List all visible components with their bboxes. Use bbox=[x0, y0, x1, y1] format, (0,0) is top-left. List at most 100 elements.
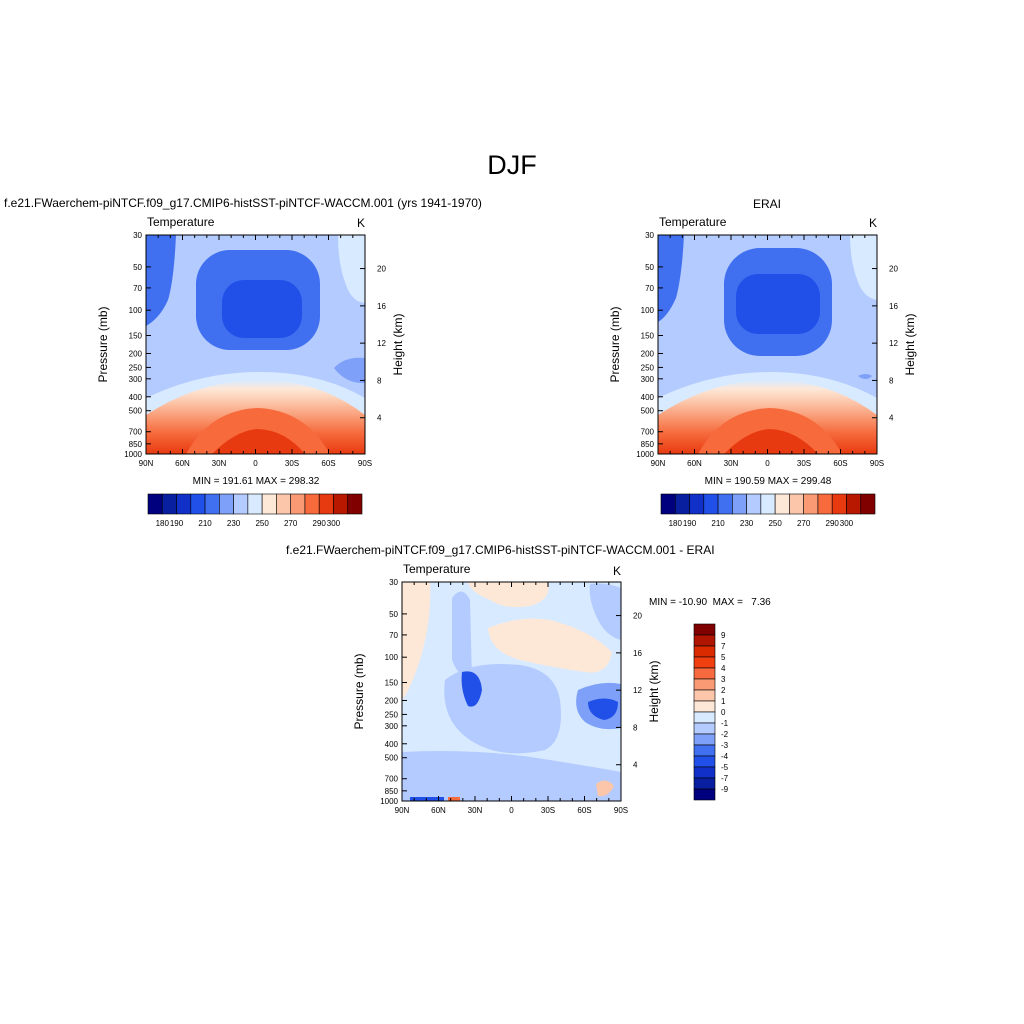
model-y2-tick-label: 12 bbox=[377, 339, 386, 348]
model-y-tick-label: 70 bbox=[133, 284, 142, 293]
colorbar-layer: 180 190 210 230 250 270 290 300 180 190 210 230 250 2… bbox=[147, 493, 876, 801]
diff-cool-near-surface bbox=[402, 751, 621, 801]
diff-colorbar-swatch bbox=[693, 788, 716, 801]
obs-colorbar-swatch bbox=[774, 493, 790, 515]
obs-polar-warm-region bbox=[850, 235, 877, 300]
obs-colorbar-swatch bbox=[660, 493, 676, 515]
model-colorbar-label: 270 bbox=[284, 519, 298, 528]
diff-colorbar-label: -3 bbox=[721, 741, 729, 750]
obs-y2-axis-title: Height (km) bbox=[903, 313, 917, 375]
obs-colorbar-label: 230 bbox=[740, 519, 754, 528]
diff-colorbar-swatch bbox=[693, 700, 716, 713]
diff-colorbar-label: 4 bbox=[721, 664, 726, 673]
obs-colorbar-label: 210 bbox=[711, 519, 725, 528]
model-y-tick-label: 850 bbox=[129, 440, 143, 449]
diff-warm-region-top bbox=[468, 582, 549, 608]
model-colorbar-label: 250 bbox=[255, 519, 269, 528]
obs-colorbar-label: 300 bbox=[840, 519, 854, 528]
obs-y-tick-label: 300 bbox=[641, 375, 655, 384]
obs-y-tick-label: 500 bbox=[641, 407, 655, 416]
obs-colorbar-label: 190 bbox=[683, 519, 697, 528]
diff-colorbar-label: -2 bbox=[721, 730, 729, 739]
diff-y-tick-label: 100 bbox=[385, 653, 399, 662]
obs-axes: 90N 60N 30N 0 30S 60S 90S 30 50 70 100 150 200 250 300… bbox=[608, 231, 917, 468]
model-colorbar-label: 180 bbox=[156, 519, 170, 528]
model-stats-label: MIN = 191.61 MAX = 298.32 bbox=[193, 476, 320, 487]
model-tropopause-cold-inner bbox=[222, 280, 302, 338]
model-hot-core bbox=[212, 429, 305, 454]
diff-colorbar-label: 1 bbox=[721, 697, 726, 706]
diff-colorbar-swatch bbox=[693, 777, 716, 790]
model-colorbar-label: 190 bbox=[170, 519, 184, 528]
model-colorbar-swatch bbox=[290, 493, 306, 515]
model-colorbar-swatch bbox=[347, 493, 363, 515]
diff-cold-spot-east bbox=[588, 698, 618, 720]
model-colorbar-label: 230 bbox=[227, 519, 241, 528]
model-cold-patch bbox=[334, 357, 365, 384]
obs-y-tick-label: 250 bbox=[641, 363, 655, 372]
obs-y-tick-label: 150 bbox=[641, 332, 655, 341]
obs-colorbar-swatch bbox=[732, 493, 747, 515]
diff-y-tick-label: 700 bbox=[385, 775, 399, 784]
obs-x-tick-label: 30S bbox=[797, 459, 811, 468]
model-y2-tick-label: 16 bbox=[377, 302, 386, 311]
diff-colorbar-label: 0 bbox=[721, 708, 726, 717]
diff-axes: 90N 60N 30N 0 30S 60S 90S 30 50 70 100 150 200 250 300… bbox=[352, 578, 661, 815]
diff-colorbar-label: 2 bbox=[721, 686, 726, 695]
obs-y-tick-label: 1000 bbox=[636, 450, 654, 459]
diff-warm-region-center bbox=[488, 618, 612, 673]
model-colorbar-swatch bbox=[276, 493, 291, 515]
model-y-tick-label: 400 bbox=[129, 393, 143, 402]
obs-y-tick-label: 700 bbox=[641, 428, 655, 437]
model-axes: 90N 60N 30N 0 30S 60S 90S 30 50 70 100 150 200 250 300… bbox=[96, 231, 405, 468]
obs-cold-patch bbox=[858, 374, 872, 379]
model-x-tick-label: 60N bbox=[175, 459, 190, 468]
obs-colorbar-label: 250 bbox=[768, 519, 782, 528]
model-y-tick-label: 700 bbox=[129, 428, 143, 437]
diff-units-label: K bbox=[613, 564, 621, 578]
model-y-axis-title: Pressure (mb) bbox=[96, 306, 110, 382]
diff-y-axis-title: Pressure (mb) bbox=[352, 653, 366, 729]
obs-colorbar-swatch bbox=[817, 493, 833, 515]
diff-y-tick-label: 30 bbox=[389, 578, 398, 587]
model-y-tick-label: 200 bbox=[129, 349, 143, 358]
axes-layer: 90N 60N 30N 0 30S 60S 90S305070100150200250300… bbox=[96, 231, 917, 815]
diff-y-tick-label: 300 bbox=[385, 722, 399, 731]
obs-colorbar-label: 270 bbox=[797, 519, 811, 528]
model-colorbar-swatch bbox=[333, 493, 349, 515]
model-colorbar-swatch bbox=[219, 493, 234, 515]
diff-y-tick-label: 50 bbox=[389, 610, 398, 619]
diff-colorbar-swatch bbox=[693, 645, 716, 658]
model-x-tick-label: 30S bbox=[285, 459, 299, 468]
diff-colorbar-swatch bbox=[693, 689, 716, 702]
obs-polar-cold-region bbox=[658, 235, 684, 322]
model-y-tick-label: 1000 bbox=[124, 450, 142, 459]
diff-colorbar-swatch bbox=[693, 766, 716, 779]
diff-contour-field bbox=[402, 582, 621, 801]
diff-cold-spot-center bbox=[461, 671, 482, 707]
obs-y-axis-title: Pressure (mb) bbox=[608, 306, 622, 382]
obs-x-tick-label: 60N bbox=[687, 459, 702, 468]
model-colorbar-swatch bbox=[247, 493, 263, 515]
diff-colorbar-label: 9 bbox=[721, 631, 726, 640]
diff-colorbar-swatch bbox=[693, 667, 716, 680]
diff-y2-tick-label: 20 bbox=[633, 612, 642, 621]
model-colorbar: 180 190 210 230 250 270 290 300 bbox=[147, 493, 363, 528]
diff-y-tick-label: 500 bbox=[385, 754, 399, 763]
model-colorbar-swatch bbox=[304, 493, 320, 515]
model-colorbar-swatch bbox=[176, 493, 192, 515]
model-polar-warm-region bbox=[338, 235, 365, 303]
obs-colorbar-swatch bbox=[674, 493, 690, 515]
obs-colorbar-swatch bbox=[846, 493, 862, 515]
model-y-tick-label: 50 bbox=[133, 263, 142, 272]
model-x-tick-label: 90S bbox=[358, 459, 372, 468]
diff-colorbar-label: 5 bbox=[721, 653, 726, 662]
obs-x-tick-label: 60S bbox=[833, 459, 847, 468]
obs-colorbar-swatch bbox=[789, 493, 804, 515]
obs-colorbar-swatch bbox=[803, 493, 819, 515]
model-colorbar-swatch bbox=[204, 493, 220, 515]
model-y2-tick-label: 8 bbox=[377, 376, 382, 385]
obs-colorbar-swatch bbox=[717, 493, 733, 515]
diff-colorbar-label: 7 bbox=[721, 642, 726, 651]
model-x-tick-label: 30N bbox=[212, 459, 227, 468]
